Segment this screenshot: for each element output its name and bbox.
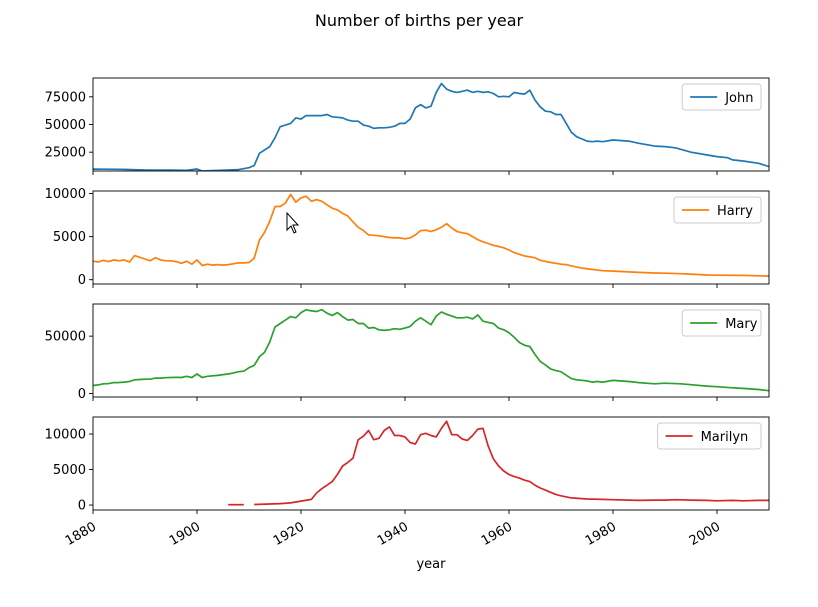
series-line-marilyn-2	[254, 420, 769, 506]
legend-mary: Mary	[681, 309, 762, 337]
figure-title: Number of births per year	[315, 11, 524, 30]
subplot-harry: 0 5000 10000 Harry	[45, 187, 770, 288]
y-tick-label: 50000	[45, 330, 86, 345]
y-tick-label: 50000	[45, 118, 86, 133]
x-axis-label: year	[416, 557, 446, 572]
axes-frame	[92, 303, 770, 398]
x-tick-label: 1980	[583, 519, 619, 549]
y-tick-label: 75000	[45, 90, 86, 105]
x-tick-label: 1900	[167, 519, 203, 549]
subplot-john: 25000 50000 75000 John	[45, 77, 770, 175]
y-tick-label: 0	[78, 387, 86, 402]
axes-frame	[92, 190, 770, 285]
subplot-mary: 0 50000 Mary	[45, 303, 770, 402]
legend-label: Marilyn	[701, 430, 749, 445]
legend-box	[657, 422, 762, 450]
legend-label: Mary	[725, 317, 758, 332]
axes-frame	[92, 416, 770, 511]
x-tick-label: 1880	[63, 519, 99, 549]
y-tick-label: 10000	[45, 187, 86, 202]
legend-box	[681, 309, 762, 337]
y-tick-label: 0	[78, 273, 86, 288]
y-tick-label: 5000	[53, 230, 86, 245]
x-tick-label: 1920	[271, 519, 307, 549]
y-tick-label: 25000	[45, 146, 86, 161]
series-line-harry	[93, 193, 769, 277]
legend-marilyn: Marilyn	[657, 422, 762, 450]
legend-box	[681, 83, 762, 111]
subplot-marilyn: 0 5000 10000 Marilyn	[45, 416, 770, 514]
legend-label: Harry	[717, 204, 753, 219]
axes-frame	[92, 77, 770, 172]
legend-label: John	[724, 91, 753, 106]
legend-box	[673, 196, 762, 224]
x-tick-label: 1940	[375, 519, 411, 549]
y-tick-label: 10000	[45, 428, 86, 443]
x-tick-label: 2000	[687, 519, 723, 549]
x-axis: 1880 1900 1920 1940 1960 1980 2000	[63, 519, 723, 549]
series-line-john	[93, 82, 769, 171]
series-line-mary	[93, 308, 769, 392]
legend-john: John	[681, 83, 762, 111]
mouse-cursor-icon	[286, 211, 300, 234]
y-tick-label: 5000	[53, 463, 86, 478]
y-tick-label: 0	[78, 499, 86, 514]
x-tick-label: 1960	[479, 519, 515, 549]
legend-harry: Harry	[673, 196, 762, 224]
